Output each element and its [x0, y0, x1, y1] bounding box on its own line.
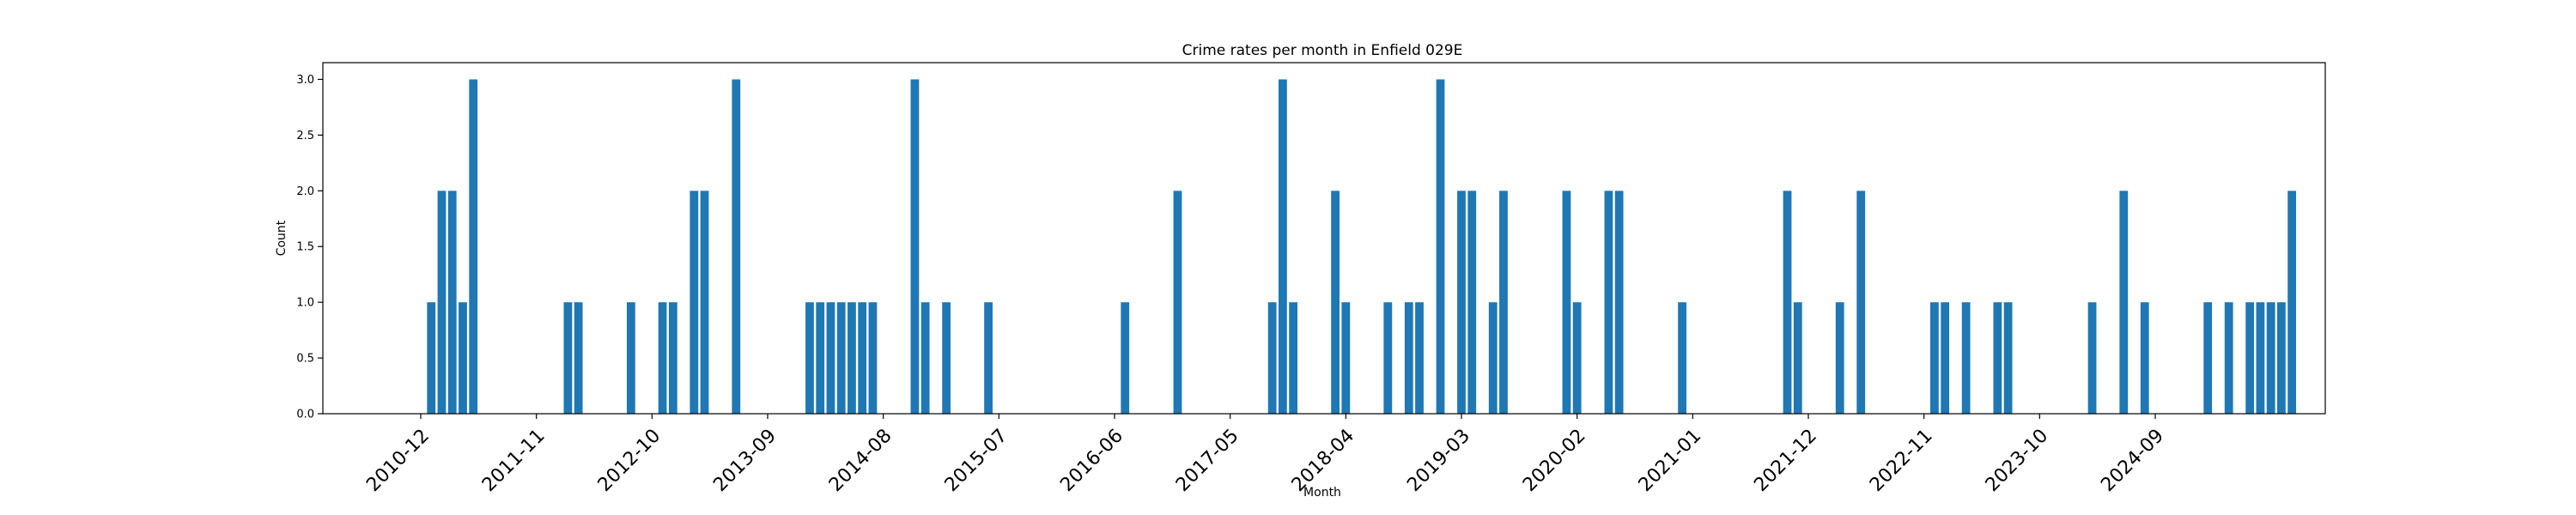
bar [732, 79, 741, 414]
bar [1856, 191, 1866, 414]
x-tick-label: 2010-12 [362, 425, 434, 496]
x-axis-ticks: 2010-12 2011-11 2012-10 2013-09 2014-08 2015-… [362, 414, 2168, 496]
bar [1173, 191, 1182, 414]
bar [1267, 302, 1277, 414]
x-axis-label: Month [1303, 486, 1341, 500]
bar [2287, 191, 2297, 414]
bar [984, 302, 993, 414]
bar [1436, 79, 1445, 414]
bar [1562, 191, 1571, 414]
bar [690, 191, 699, 414]
x-tick-label: 2022-11 [1866, 425, 1937, 496]
y-axis-label: Count [275, 220, 289, 256]
x-tick-label: 2017-05 [1172, 425, 1243, 496]
bar [563, 302, 573, 414]
bar [1383, 302, 1393, 414]
y-tick-label: 3.0 [296, 74, 314, 87]
bar [2003, 302, 2013, 414]
bar [668, 302, 677, 414]
x-tick-label: 2014-08 [825, 425, 896, 496]
y-tick-label: 0.5 [296, 353, 314, 366]
x-tick-label: 2015-07 [941, 425, 1012, 496]
chart-title: Crime rates per month in Enfield 029E [1182, 42, 1463, 59]
bar [2245, 302, 2255, 414]
bar [1678, 302, 1686, 414]
bar [1961, 302, 1971, 414]
x-tick-label: 2020-02 [1519, 425, 1590, 496]
x-tick-label: 2011-11 [478, 425, 550, 496]
bar [1121, 302, 1130, 414]
bar [868, 302, 878, 414]
bars-group [427, 79, 2297, 414]
bar [1404, 302, 1413, 414]
bar [437, 191, 447, 414]
x-tick-label: 2016-06 [1056, 425, 1127, 496]
bar [1289, 302, 1298, 414]
bar [2224, 302, 2233, 414]
y-tick-label: 0.0 [296, 409, 314, 421]
bar [1930, 302, 1939, 414]
bar [2140, 302, 2149, 414]
bar [1331, 191, 1340, 414]
bar [2203, 302, 2213, 414]
x-tick-label: 2013-09 [709, 425, 781, 496]
x-tick-label: 2019-03 [1403, 425, 1474, 496]
y-tick-label: 1.5 [296, 241, 314, 254]
bar [1341, 302, 1351, 414]
bar [2119, 191, 2129, 414]
y-tick-label: 1.0 [296, 297, 314, 310]
bar [1604, 191, 1613, 414]
bar [836, 302, 846, 414]
x-tick-label: 2024-09 [2097, 425, 2168, 496]
bar [1835, 302, 1844, 414]
bar [1467, 191, 1477, 414]
bar [626, 302, 635, 414]
y-axis-ticks: 0.0 0.5 1.0 1.5 2.0 2.5 3.0 [296, 74, 323, 421]
bar [848, 302, 856, 414]
bar [427, 302, 436, 414]
x-tick-label: 2012-10 [594, 425, 665, 496]
bar [1941, 302, 1950, 414]
x-tick-label: 2021-01 [1635, 425, 1706, 496]
bar [2277, 302, 2286, 414]
bar [700, 191, 709, 414]
x-tick-label: 2023-10 [1982, 425, 2053, 496]
bar [1415, 302, 1424, 414]
bar [2087, 302, 2097, 414]
bar [574, 302, 583, 414]
bar [658, 302, 667, 414]
bar [447, 191, 457, 414]
bar [1457, 191, 1466, 414]
y-tick-label: 2.0 [296, 185, 314, 198]
bar [1488, 302, 1498, 414]
bar [1499, 191, 1508, 414]
plot-frame [322, 62, 2326, 415]
bar [1783, 191, 1792, 414]
bar [1278, 79, 1287, 414]
bar [920, 302, 930, 414]
bar [1614, 191, 1624, 414]
bar [942, 302, 951, 414]
bar [1793, 302, 1802, 414]
bar [805, 302, 814, 414]
bar [858, 302, 867, 414]
bar [1572, 302, 1582, 414]
bar [469, 79, 478, 414]
y-tick-label: 2.5 [296, 130, 314, 142]
bar [1993, 302, 2002, 414]
x-tick-label: 2021-12 [1750, 425, 1821, 496]
bar [459, 302, 467, 414]
bar [826, 302, 835, 414]
bar [816, 302, 825, 414]
bar [2266, 302, 2275, 414]
bar [910, 79, 920, 414]
bar [2256, 302, 2265, 414]
